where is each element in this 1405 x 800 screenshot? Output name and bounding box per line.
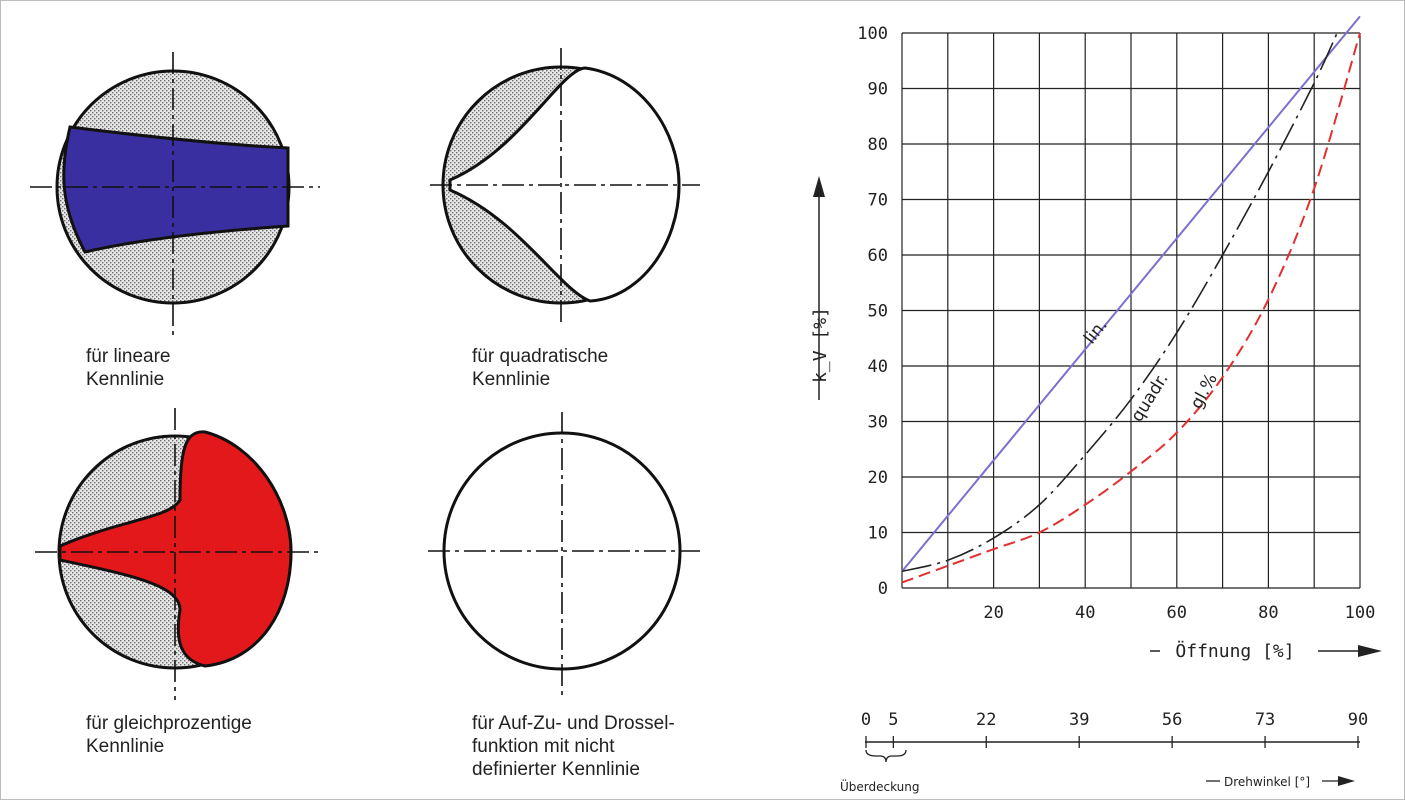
x-tick-labels: 20 40 60 80 100 [983, 603, 1375, 623]
x-tick-label: 40 [1075, 603, 1095, 623]
secondary-tick-label: 90 [1348, 710, 1368, 730]
disc-linear [30, 52, 320, 335]
y-tick-label: 20 [868, 468, 888, 488]
secondary-tick-label: 56 [1162, 710, 1182, 730]
x-tick-label: 100 [1345, 603, 1376, 623]
series-line-equal-percentage [901, 32, 1361, 584]
caption-on-off: für Auf-Zu- und Drossel- funktion mit ni… [472, 713, 675, 780]
caption-equal-percentage: für gleichprozentige Kennlinie [86, 713, 252, 757]
series-line-linear [901, 15, 1361, 572]
quadratic-opening-shape [448, 66, 681, 303]
linear-opening-shape [62, 125, 290, 254]
overlap-label: Überdeckung [840, 778, 920, 794]
disc-equal-percentage [35, 408, 320, 700]
secondary-tick-label: 73 [1255, 710, 1275, 730]
y-tick-label: 100 [857, 24, 888, 44]
disc-on-off [428, 412, 700, 700]
secondary-tick-label: 22 [976, 710, 996, 730]
caption-quadratic: für quadratische Kennlinie [472, 346, 609, 390]
y-tick-label: 80 [868, 135, 888, 155]
y-tick-label: 90 [868, 80, 888, 100]
secondary-tick-label: 0 [861, 710, 871, 730]
rotation-angle-label: Drehwinkel [°] [1224, 775, 1310, 789]
x-axis-label: Öffnung [%] [1175, 640, 1294, 662]
y-tick-labels: 0 10 20 30 40 50 60 70 80 90 100 [857, 24, 888, 599]
caption-linear: für lineare Kennlinie [86, 346, 171, 390]
label-quadr: quadr. [1127, 370, 1172, 426]
y-axis-label-group: k_V [%] [810, 176, 831, 400]
x-axis-label-group: Öffnung [%] [1150, 640, 1382, 662]
disc-quadratic [430, 48, 700, 325]
x-tick-label: 20 [983, 603, 1003, 623]
y-tick-label: 50 [868, 302, 888, 322]
x-tick-label: 80 [1258, 603, 1278, 623]
secondary-tick-label: 39 [1069, 710, 1089, 730]
y-tick-label: 30 [868, 413, 888, 433]
y-tick-label: 10 [868, 524, 888, 544]
secondary-tick-label: 5 [888, 710, 898, 730]
y-tick-label: 70 [868, 191, 888, 211]
x-tick-label: 60 [1167, 603, 1187, 623]
y-axis-label: k_V [%] [810, 307, 831, 383]
y-tick-label: 0 [878, 579, 888, 599]
overlap-brace [865, 749, 907, 763]
y-tick-label: 60 [868, 246, 888, 266]
chart-grid [901, 32, 1361, 589]
y-tick-label: 40 [868, 357, 888, 377]
chart-series [901, 15, 1361, 584]
series-line-quadratic [901, 32, 1338, 573]
rotation-angle-axis: 0 5 22 39 56 73 90 Überdeckung Drehwinkel [°] [840, 710, 1368, 794]
label-gl: gl.% [1187, 370, 1222, 412]
